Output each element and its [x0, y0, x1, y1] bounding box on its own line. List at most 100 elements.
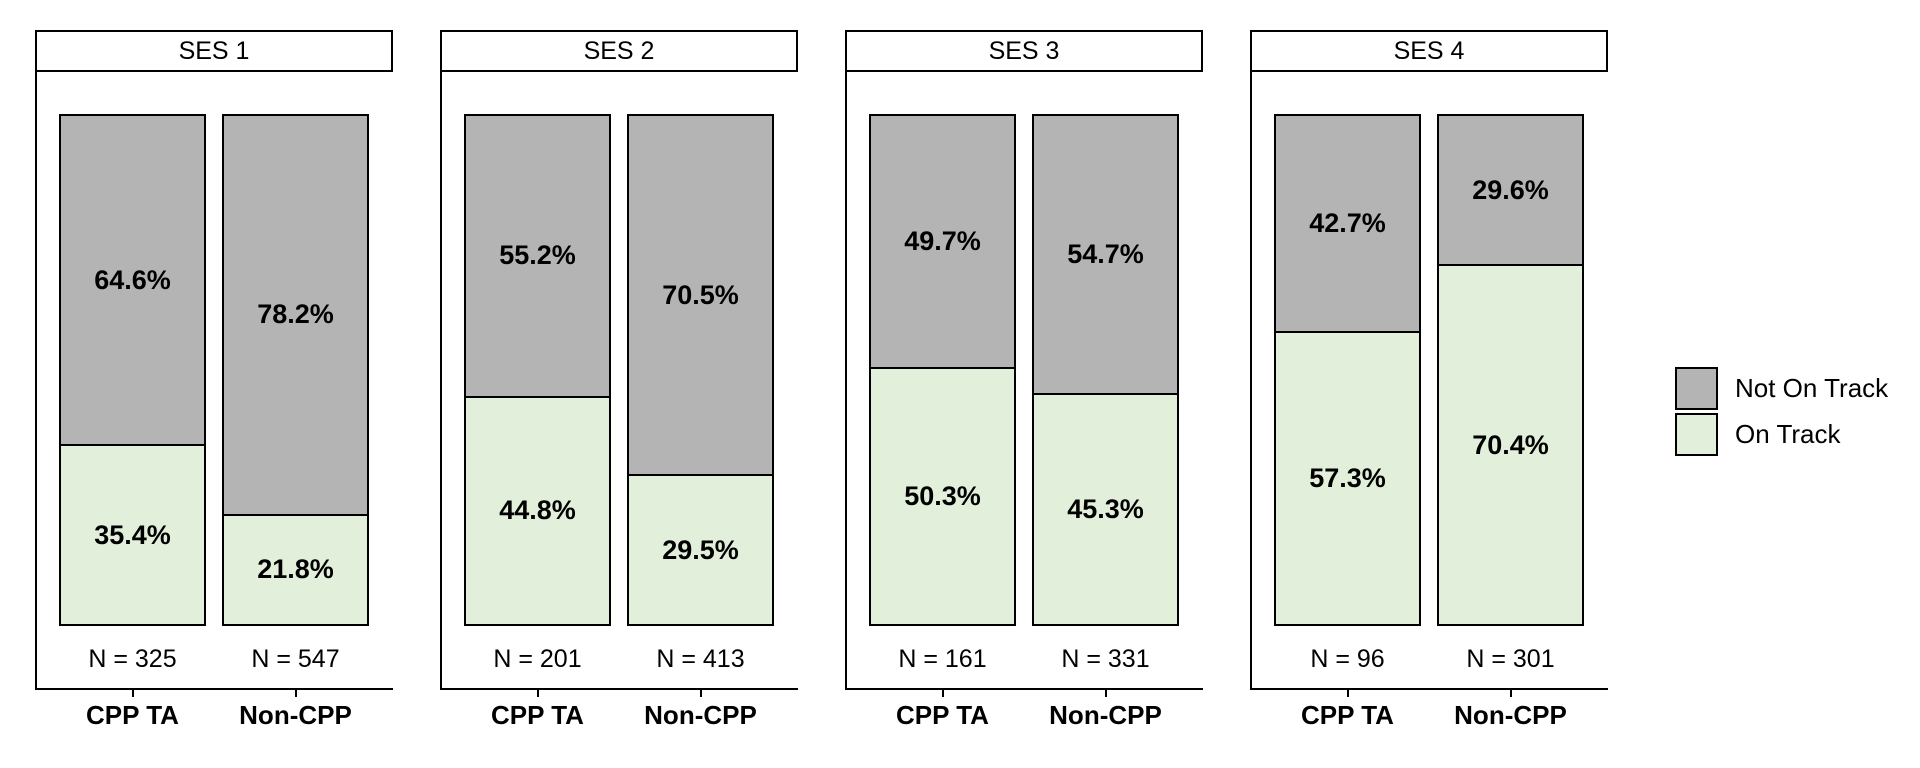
segment-on-track: 35.4% — [59, 444, 206, 626]
segment-on-track: 45.3% — [1032, 393, 1179, 626]
stacked-bar: 78.2% 21.8% — [222, 114, 369, 628]
facet-strip: SES 3 — [845, 30, 1203, 72]
legend-label: On Track — [1735, 419, 1841, 449]
percent-label: 70.5% — [662, 279, 739, 310]
x-axis-line — [35, 688, 393, 690]
y-axis-line — [440, 72, 442, 690]
bar-column-cpp-ta: 64.6% 35.4% N = 325 — [59, 114, 206, 690]
x-axis-line — [440, 688, 798, 690]
category-label: Non-CPP — [239, 700, 352, 730]
category-label: CPP TA — [896, 700, 989, 730]
segment-on-track: 50.3% — [869, 367, 1016, 626]
segment-not-on-track: 29.6% — [1437, 114, 1584, 267]
facet-strip: SES 4 — [1250, 30, 1608, 72]
stacked-bar: 55.2% 44.8% — [464, 114, 611, 628]
legend-entry-not-on-track: Not On Track — [1675, 367, 1888, 410]
facet-strip-label: SES 2 — [583, 36, 655, 65]
segment-not-on-track: 49.7% — [869, 114, 1016, 370]
axis-tick — [699, 690, 702, 697]
axis-tick — [1104, 690, 1107, 697]
x-axis-line — [845, 688, 1203, 690]
bar-column-non-cpp: 78.2% 21.8% N = 547 — [222, 114, 369, 690]
facet-strip-label: SES 3 — [988, 36, 1060, 65]
segment-on-track: 57.3% — [1274, 331, 1421, 626]
sample-size-label: N = 201 — [493, 644, 582, 673]
facet-strip: SES 2 — [440, 30, 798, 72]
axis-tick — [536, 690, 539, 697]
x-axis-labels: CPP TA Non-CPP — [845, 690, 1203, 731]
percent-label: 78.2% — [257, 299, 334, 330]
facet-panel-ses1: SES 1 64.6% 35.4% N = 325 — [35, 30, 393, 731]
plot-area: 64.6% 35.4% N = 325 78.2% 21.8 — [35, 72, 393, 690]
percent-label: 55.2% — [499, 240, 576, 271]
sample-size-label: N = 161 — [898, 644, 987, 673]
stacked-bar: 54.7% 45.3% — [1032, 114, 1179, 628]
stacked-bar: 70.5% 29.5% — [627, 114, 774, 628]
bar-column-non-cpp: 70.5% 29.5% N = 413 — [627, 114, 774, 690]
legend: Not On Track On Track — [1675, 367, 1888, 459]
category-label: CPP TA — [491, 700, 584, 730]
percent-label: 70.4% — [1472, 429, 1549, 460]
bar-group-row: 42.7% 57.3% N = 96 29.6% 70.4% — [1250, 114, 1608, 690]
axis-tick — [1509, 690, 1512, 697]
bar-column-cpp-ta: 42.7% 57.3% N = 96 — [1274, 114, 1421, 690]
percent-label: 44.8% — [499, 495, 576, 526]
legend-entry-on-track: On Track — [1675, 413, 1888, 456]
facet-panel-ses3: SES 3 49.7% 50.3% N = 161 — [845, 30, 1203, 731]
category-label: Non-CPP — [1049, 700, 1162, 730]
segment-not-on-track: 54.7% — [1032, 114, 1179, 396]
stacked-bar: 42.7% 57.3% — [1274, 114, 1421, 628]
axis-tick — [131, 690, 134, 697]
percent-label: 57.3% — [1309, 463, 1386, 494]
y-axis-line — [35, 72, 37, 690]
bar-column-non-cpp: 54.7% 45.3% N = 331 — [1032, 114, 1179, 690]
axis-label-cell: CPP TA — [59, 690, 206, 731]
stacked-bar: 49.7% 50.3% — [869, 114, 1016, 628]
percent-label: 49.7% — [904, 226, 981, 257]
x-axis-line — [1250, 688, 1608, 690]
bar-group-row: 49.7% 50.3% N = 161 54.7% 45.3 — [845, 114, 1203, 690]
segment-not-on-track: 64.6% — [59, 114, 206, 447]
percent-label: 45.3% — [1067, 494, 1144, 525]
segment-not-on-track: 55.2% — [464, 114, 611, 398]
x-axis-labels: CPP TA Non-CPP — [440, 690, 798, 731]
segment-not-on-track: 42.7% — [1274, 114, 1421, 334]
segment-on-track: 21.8% — [222, 513, 369, 626]
bar-group-row: 64.6% 35.4% N = 325 78.2% 21.8 — [35, 114, 393, 690]
x-axis-labels: CPP TA Non-CPP — [35, 690, 393, 731]
facet-panel-ses2: SES 2 55.2% 44.8% N = 201 — [440, 30, 798, 731]
facet-strip-label: SES 4 — [1393, 36, 1465, 65]
category-label: Non-CPP — [644, 700, 757, 730]
sample-size-label: N = 413 — [656, 644, 745, 673]
bar-group-row: 55.2% 44.8% N = 201 70.5% 29.5 — [440, 114, 798, 690]
legend-label: Not On Track — [1735, 373, 1889, 403]
segment-on-track: 29.5% — [627, 474, 774, 626]
bar-column-non-cpp: 29.6% 70.4% N = 301 — [1437, 114, 1584, 690]
legend-swatch-on-track — [1675, 413, 1718, 456]
plot-area: 42.7% 57.3% N = 96 29.6% 70.4% — [1250, 72, 1608, 690]
percent-label: 50.3% — [904, 481, 981, 512]
sample-size-label: N = 301 — [1466, 644, 1555, 673]
percent-label: 54.7% — [1067, 239, 1144, 270]
bar-column-cpp-ta: 55.2% 44.8% N = 201 — [464, 114, 611, 690]
stacked-bar: 64.6% 35.4% — [59, 114, 206, 628]
axis-label-cell: Non-CPP — [1032, 690, 1179, 731]
sample-size-label: N = 96 — [1310, 644, 1385, 673]
y-axis-line — [1250, 72, 1252, 690]
facet-strip: SES 1 — [35, 30, 393, 72]
x-axis-labels: CPP TA Non-CPP — [1250, 690, 1608, 731]
percent-label: 42.7% — [1309, 208, 1386, 239]
segment-on-track: 44.8% — [464, 395, 611, 626]
y-axis-line — [845, 72, 847, 690]
category-label: Non-CPP — [1454, 700, 1567, 730]
axis-tick — [1346, 690, 1349, 697]
axis-label-cell: Non-CPP — [222, 690, 369, 731]
facet-panel-ses4: SES 4 42.7% 57.3% N = 96 — [1250, 30, 1608, 731]
sample-size-label: N = 547 — [251, 644, 340, 673]
category-label: CPP TA — [1301, 700, 1394, 730]
percent-label: 21.8% — [257, 554, 334, 585]
sample-size-label: N = 325 — [88, 644, 177, 673]
segment-on-track: 70.4% — [1437, 264, 1584, 626]
axis-label-cell: Non-CPP — [627, 690, 774, 731]
percent-label: 29.5% — [662, 534, 739, 565]
